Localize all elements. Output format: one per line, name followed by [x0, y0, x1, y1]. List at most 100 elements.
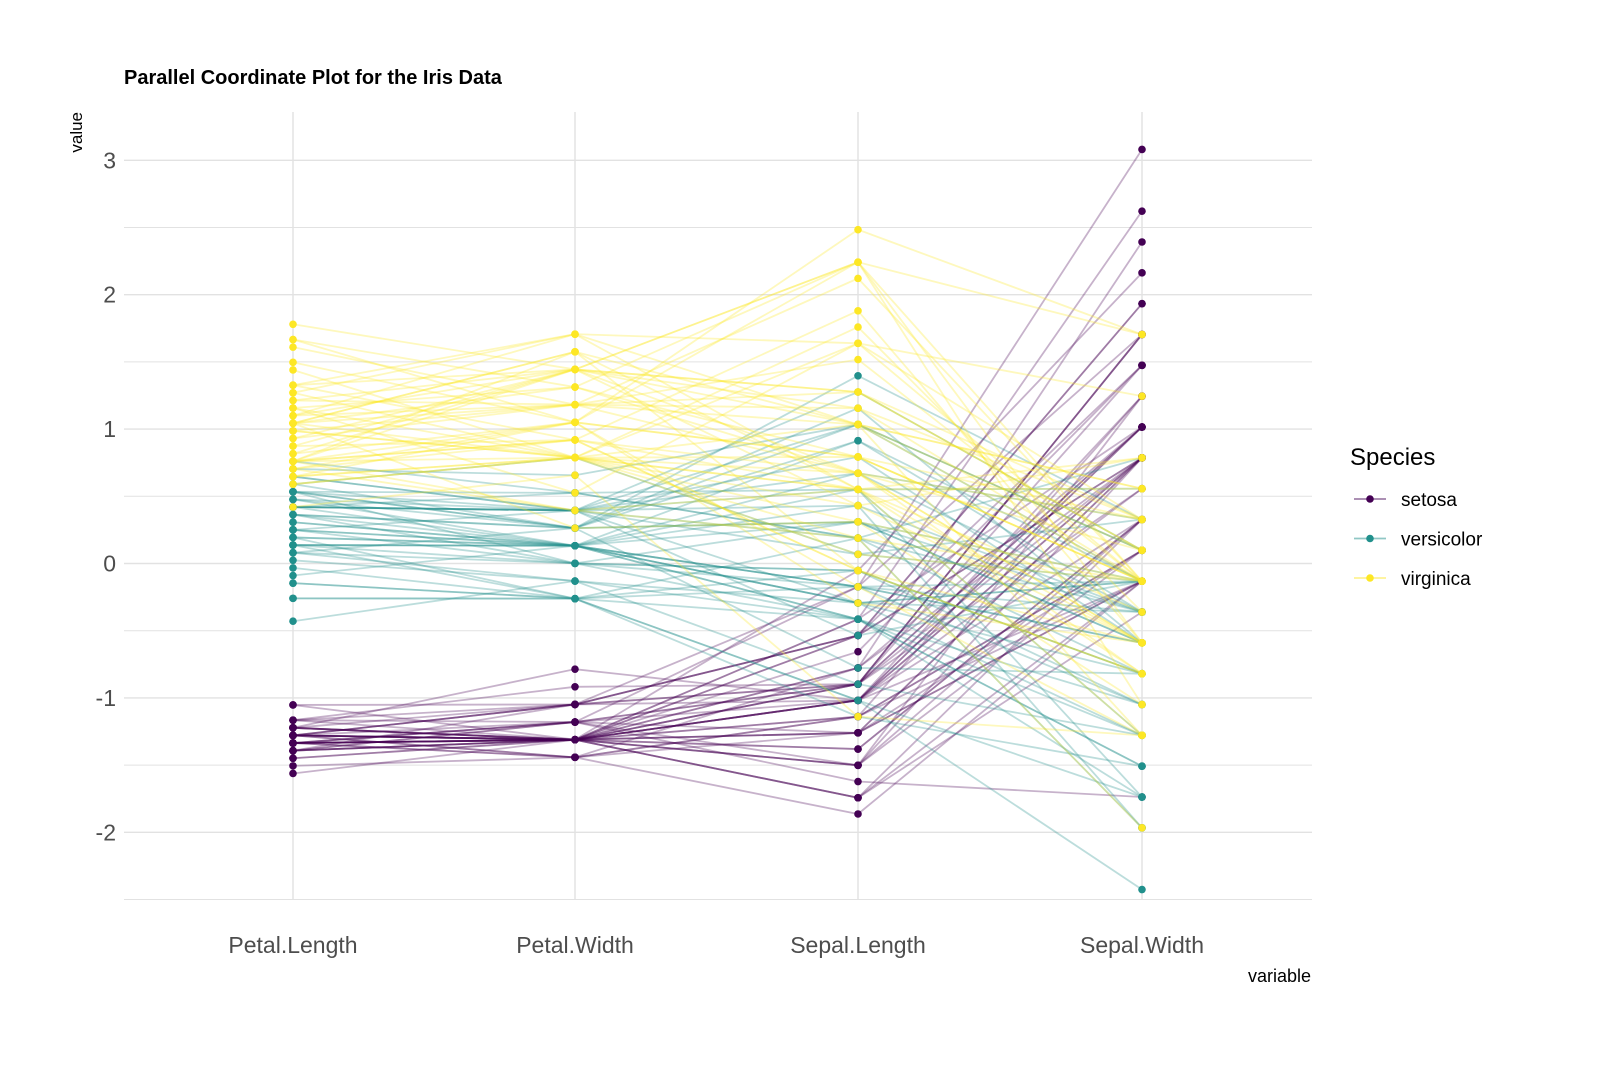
line-versicolor [292, 509, 1143, 583]
line-setosa [292, 580, 1143, 744]
point-virginica [571, 383, 579, 391]
point-setosa [1138, 238, 1146, 246]
line-versicolor [292, 580, 1143, 737]
point-virginica [289, 358, 297, 367]
point-virginica [1138, 484, 1146, 493]
point-virginica [1138, 577, 1146, 585]
point-virginica [571, 347, 579, 356]
point-virginica [854, 469, 862, 477]
y-tick-label: -1 [96, 685, 116, 711]
line-setosa [292, 611, 1143, 799]
line-virginica [292, 439, 1143, 675]
point-virginica [854, 534, 862, 542]
line-versicolor [292, 504, 1143, 829]
point-setosa [854, 729, 862, 737]
point-versicolor [289, 548, 297, 557]
line-setosa [292, 426, 1143, 741]
point-versicolor [571, 541, 579, 550]
line-setosa [292, 457, 1143, 741]
point-virginica [854, 404, 862, 413]
line-virginica [292, 342, 1143, 521]
line-setosa [292, 333, 1143, 723]
point-virginica [289, 419, 297, 428]
line-virginica [292, 333, 1143, 490]
y-axis-ticks: 3 2 1 0 -1 -2 [96, 147, 116, 845]
point-virginica [571, 400, 579, 409]
line-setosa [292, 487, 1143, 722]
line-versicolor [292, 527, 1143, 675]
y-tick-label: 1 [103, 416, 116, 442]
point-setosa [854, 793, 862, 802]
line-setosa [292, 549, 1143, 741]
line-setosa [292, 457, 1143, 737]
line-setosa [292, 272, 1143, 760]
point-virginica [289, 320, 297, 329]
line-setosa [292, 518, 1143, 750]
point-virginica [854, 518, 862, 526]
point-virginica [571, 471, 579, 480]
line-virginica [292, 368, 1143, 521]
point-virginica [289, 335, 297, 344]
line-setosa [292, 457, 1143, 729]
point-virginica [289, 434, 297, 443]
line-setosa [292, 457, 1143, 741]
line-virginica [292, 260, 1143, 644]
point-virginica [571, 365, 579, 374]
line-setosa [292, 426, 1143, 744]
line-virginica [292, 386, 1143, 583]
point-setosa [571, 665, 579, 673]
line-versicolor [292, 506, 1143, 613]
x-tick-label: Sepal.Width [1080, 932, 1204, 958]
line-versicolor [292, 506, 1143, 637]
point-versicolor [289, 564, 297, 572]
point-virginica [854, 566, 862, 575]
y-tick-label: 2 [103, 282, 116, 308]
line-virginica [292, 456, 1143, 644]
point-versicolor [1138, 793, 1146, 801]
point-virginica [289, 503, 297, 511]
point-versicolor [289, 579, 297, 587]
line-setosa [292, 426, 1143, 752]
point-virginica [854, 420, 862, 429]
point-versicolor [289, 541, 297, 549]
line-virginica [292, 403, 1143, 644]
point-virginica [571, 418, 579, 427]
y-axis-label: value [67, 112, 86, 153]
line-virginica [292, 391, 1143, 552]
line-versicolor [292, 582, 1143, 891]
line-virginica [292, 350, 1143, 644]
point-virginica [289, 472, 297, 481]
line-versicolor [292, 456, 1143, 539]
line-virginica [292, 403, 1143, 490]
line-setosa [292, 333, 1143, 737]
point-setosa [289, 731, 297, 740]
line-virginica [292, 474, 1143, 737]
point-virginica [571, 489, 579, 497]
series-lines [292, 148, 1143, 891]
legend-title: Species [1350, 444, 1435, 471]
point-virginica [289, 411, 297, 420]
point-virginica [289, 381, 297, 389]
point-virginica [289, 449, 297, 458]
line-virginica [292, 421, 1143, 583]
line-setosa [292, 580, 1143, 759]
point-setosa [854, 745, 862, 753]
line-versicolor [292, 567, 1143, 767]
line-versicolor [292, 536, 1143, 675]
line-setosa [292, 580, 1143, 799]
line-setosa [292, 426, 1143, 744]
point-virginica [289, 366, 297, 374]
line-virginica [292, 439, 1143, 675]
line-versicolor [292, 559, 1143, 767]
line-virginica [292, 325, 1143, 613]
point-setosa [289, 762, 297, 770]
line-versicolor [292, 551, 1143, 737]
line-virginica [292, 456, 1143, 583]
line-versicolor [292, 487, 1143, 494]
point-virginica [854, 582, 862, 591]
line-setosa [292, 333, 1143, 706]
line-virginica [292, 261, 1143, 388]
line-setosa [292, 333, 1143, 741]
line-setosa [292, 395, 1143, 759]
